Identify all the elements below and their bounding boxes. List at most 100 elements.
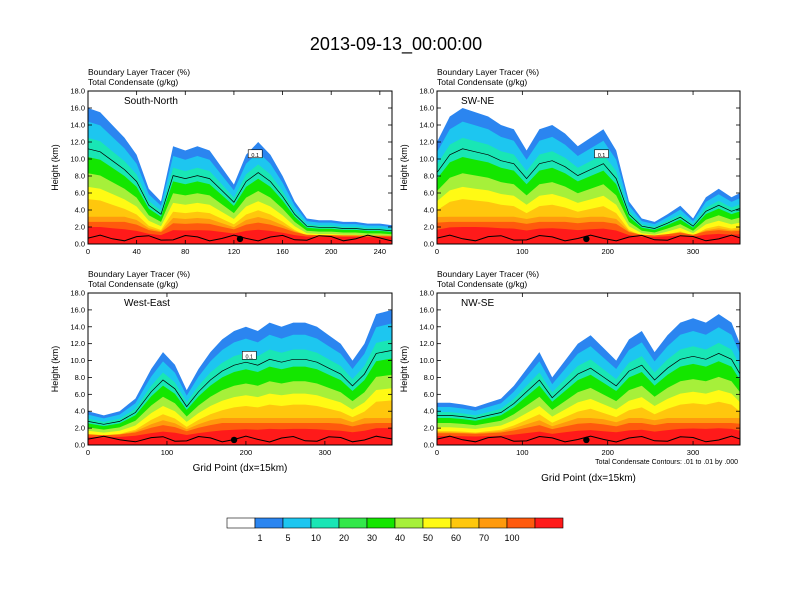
y-tick-label: 14.0 — [419, 322, 434, 331]
x-tick-label: 200 — [240, 448, 253, 457]
panel-1: 0.1 0.0 2.0 4.0 6.0 8.0 10.0 12.0 14.0 16.0 18.0 0 4… — [50, 67, 393, 256]
x-tick-label: 200 — [601, 247, 614, 256]
y-axis-label: Height (km) — [399, 144, 409, 191]
colorbar-label: 1 — [257, 533, 262, 543]
section-label: NW-SE — [461, 298, 494, 309]
y-axis-label: Height (km) — [50, 346, 60, 393]
tracer-field — [437, 314, 740, 445]
y-tick-label: 0.0 — [75, 240, 85, 249]
y-tick-label: 14.0 — [419, 121, 434, 130]
y-tick-label: 16.0 — [70, 104, 85, 113]
location-marker — [236, 235, 244, 243]
tracer-field — [437, 108, 740, 244]
y-tick-label: 4.0 — [424, 407, 434, 416]
panel-2: 0.1 0.0 2.0 4.0 6.0 8.0 10.0 12.0 14.0 16.0 18.0 0 1… — [399, 67, 741, 256]
contour-label-box — [247, 149, 263, 159]
y-tick-label: 8.0 — [75, 172, 85, 181]
figure-title: 2013-09-13_00:00:00 — [310, 34, 482, 55]
y-tick-label: 8.0 — [75, 373, 85, 382]
panel-title-line1: Boundary Layer Tracer (%) — [88, 67, 190, 77]
condensate-contour — [88, 350, 392, 425]
contour-label: 0.1 — [251, 153, 259, 159]
tracer-field — [88, 108, 392, 244]
location-marker — [583, 436, 590, 444]
colorbar: 1 5 10 20 30 40 50 60 70 100 — [226, 517, 564, 543]
y-tick-label: 12.0 — [419, 138, 434, 147]
colorbar-swatch — [338, 517, 368, 529]
panel-title-line1: Boundary Layer Tracer (%) — [88, 269, 190, 279]
colorbar-swatch — [450, 517, 480, 529]
y-tick-label: 14.0 — [70, 121, 85, 130]
x-tick-label: 40 — [132, 247, 140, 256]
y-tick-label: 2.0 — [75, 424, 85, 433]
y-tick-label: 2.0 — [424, 223, 434, 232]
colorbar-label: 10 — [311, 533, 321, 543]
x-tick-label: 0 — [435, 448, 439, 457]
y-tick-label: 10.0 — [419, 155, 434, 164]
colorbar-swatch — [394, 517, 424, 529]
x-tick-label: 100 — [516, 247, 529, 256]
colorbar-label: 40 — [395, 533, 405, 543]
colorbar-swatch — [254, 517, 284, 529]
panel-title-line1: Boundary Layer Tracer (%) — [437, 269, 539, 279]
colorbar-swatch — [366, 517, 396, 529]
x-tick-label: 300 — [687, 448, 700, 457]
x-tick-label: 0 — [86, 448, 90, 457]
y-tick-label: 10.0 — [70, 155, 85, 164]
colorbar-swatch — [226, 517, 256, 529]
x-tick-label: 0 — [86, 247, 90, 256]
y-tick-label: 0.0 — [75, 441, 85, 450]
colorbar-swatch — [282, 517, 312, 529]
colorbar-label: 50 — [423, 533, 433, 543]
panel-title-line2: Total Condensate (g/kg) — [437, 279, 527, 289]
y-tick-label: 10.0 — [70, 356, 85, 365]
location-marker — [583, 235, 590, 243]
colorbar-label: 60 — [451, 533, 461, 543]
y-tick-label: 6.0 — [424, 390, 434, 399]
contour-label: 0.1 — [598, 153, 606, 159]
x-tick-label: 240 — [374, 247, 387, 256]
plot-frame — [87, 292, 393, 446]
panel-4: 0.0 2.0 4.0 6.0 8.0 10.0 12.0 14.0 16.0 18.0 0 100 2… — [399, 269, 741, 484]
x-tick-label: 160 — [276, 247, 289, 256]
condensate-contour — [437, 148, 740, 229]
x-tick-label: 200 — [601, 448, 614, 457]
y-tick-label: 2.0 — [75, 223, 85, 232]
y-tick-label: 4.0 — [75, 407, 85, 416]
plot-frame — [436, 90, 741, 245]
panel-title-line1: Boundary Layer Tracer (%) — [437, 67, 539, 77]
x-tick-label: 100 — [516, 448, 529, 457]
terrain-line — [437, 234, 740, 242]
y-tick-label: 8.0 — [424, 373, 434, 382]
y-tick-label: 18.0 — [70, 87, 85, 96]
y-tick-label: 14.0 — [70, 322, 85, 331]
y-tick-label: 18.0 — [70, 289, 85, 298]
y-tick-label: 16.0 — [419, 305, 434, 314]
y-tick-label: 18.0 — [419, 289, 434, 298]
y-tick-label: 6.0 — [75, 390, 85, 399]
panel-title-line2: Total Condensate (g/kg) — [437, 77, 527, 87]
location-marker — [230, 436, 238, 444]
y-tick-label: 4.0 — [424, 206, 434, 215]
y-tick-label: 16.0 — [419, 104, 434, 113]
y-axis-label: Height (km) — [399, 346, 409, 393]
y-tick-label: 6.0 — [424, 189, 434, 198]
x-tick-label: 300 — [319, 448, 332, 457]
y-tick-label: 18.0 — [419, 87, 434, 96]
y-tick-label: 2.0 — [424, 424, 434, 433]
colorbar-label: 70 — [479, 533, 489, 543]
panel-title-line2: Total Condensate (g/kg) — [88, 77, 178, 87]
colorbar-swatch — [310, 517, 340, 529]
x-tick-label: 80 — [181, 247, 189, 256]
x-tick-label: 100 — [161, 448, 174, 457]
y-tick-label: 10.0 — [419, 356, 434, 365]
terrain-line — [437, 435, 740, 443]
condensate-contour — [88, 148, 392, 232]
condensate-contour — [437, 353, 740, 419]
x-axis-label: Grid Point (dx=15km) — [541, 473, 636, 484]
y-tick-label: 12.0 — [70, 339, 85, 348]
panel-title-line2: Total Condensate (g/kg) — [88, 279, 178, 289]
contour-label-box — [241, 351, 257, 360]
colorbar-swatch — [478, 517, 508, 529]
